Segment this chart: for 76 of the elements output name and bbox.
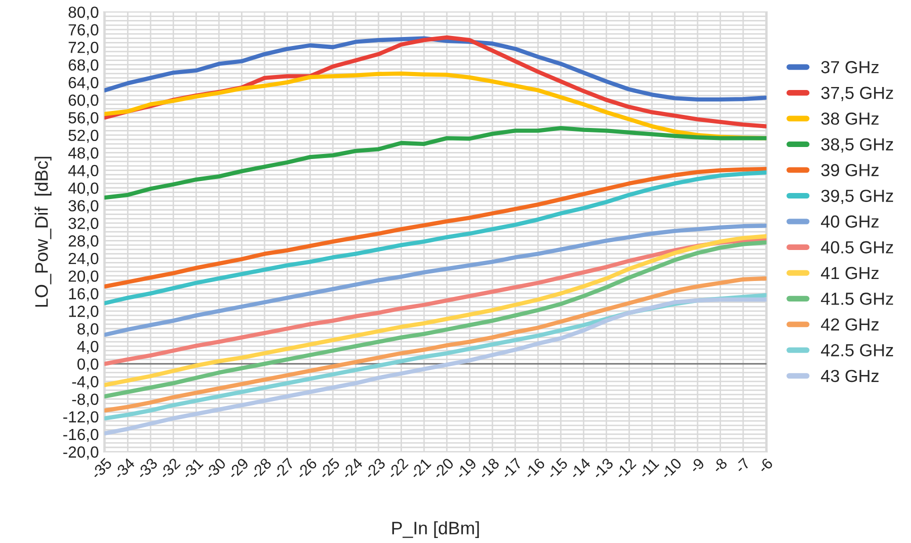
x-tick-label: -9: [688, 457, 705, 474]
x-tick-label: -20: [432, 457, 454, 480]
x-tick-label: -30: [204, 457, 226, 480]
line-series: [104, 224, 768, 337]
x-tick-label: -8: [712, 457, 728, 474]
x-tick-label: -31: [181, 457, 204, 480]
y-tick-label: 52,0: [68, 130, 98, 143]
x-tick-label: -7: [734, 458, 750, 474]
x-tick-label: -10: [660, 457, 682, 480]
y-tick-label: 76,0: [68, 24, 98, 38]
y-tick-label: 56,0: [68, 112, 98, 126]
line-series: [104, 238, 768, 366]
y-tick-label: 80,0: [68, 6, 98, 20]
legend-label: 40.5 GHz: [820, 241, 894, 254]
y-tick-label: 44,0: [68, 164, 98, 178]
y-tick-label: 68,0: [68, 59, 98, 73]
legend-label: 37,5 GHz: [821, 86, 894, 102]
y-tick-label: 8,0: [77, 323, 98, 336]
y-axis-title: LO_Pow_Dif [dBc]: [34, 156, 52, 307]
legend-label: 43 GHz: [820, 370, 879, 382]
y-tick-label: 36,0: [68, 200, 98, 214]
legend-label: 40 GHz: [820, 215, 879, 228]
x-tick-label: -19: [454, 457, 478, 480]
x-tick-label: -24: [340, 457, 364, 480]
x-tick-label: -22: [386, 457, 409, 480]
y-tick-label: 28,0: [68, 235, 98, 248]
y-tick-label: -4,0: [72, 376, 98, 390]
x-tick-label: -34: [112, 457, 136, 480]
x-tick-label: -32: [158, 457, 181, 480]
x-axis-title: P_In [dBm]: [392, 521, 479, 538]
legend-label: 39 GHz: [821, 164, 879, 176]
line-series: [104, 126, 768, 200]
legend-label: 42.5 GHz: [820, 344, 894, 356]
legend-label: 39,5 GHz: [821, 190, 894, 204]
x-tick-label: -14: [568, 457, 592, 480]
y-tick-label: 40,0: [68, 182, 98, 196]
legend-label: 41.5 GHz: [820, 292, 894, 305]
y-tick-label: -12,0: [63, 411, 98, 424]
y-tick-label: 64,0: [68, 76, 98, 90]
x-tick-label: -21: [409, 457, 432, 480]
x-tick-label: -29: [226, 457, 250, 480]
x-tick-label: -23: [364, 457, 386, 480]
y-tick-label: 24,0: [68, 252, 98, 266]
legend-label: 38 GHz: [821, 112, 879, 125]
y-tick-label: 60,0: [68, 94, 98, 108]
x-tick-label: -28: [250, 457, 272, 480]
y-tick-label: 20,0: [68, 270, 98, 284]
y-tick-label: -16,0: [63, 428, 98, 442]
y-tick-label: 72,0: [68, 42, 98, 55]
y-tick-label: 48,0: [68, 147, 98, 161]
x-tick-label: -18: [478, 457, 500, 480]
legend-label: 42 GHz: [820, 318, 879, 331]
x-tick-label: -11: [638, 458, 660, 479]
x-tick-label: -12: [614, 457, 636, 480]
y-tick-label: 4,0: [77, 340, 98, 354]
y-tick-label: -8,0: [72, 394, 98, 407]
x-tick-label: -16: [523, 457, 546, 480]
x-tick-label: -33: [136, 457, 158, 480]
x-tick-label: -27: [272, 457, 295, 480]
line-series: [104, 36, 768, 102]
legend-label: 37 GHz: [821, 61, 879, 74]
x-tick-label: -13: [592, 457, 614, 480]
x-tick-label: -15: [546, 457, 568, 480]
x-tick-label: -17: [500, 458, 523, 480]
y-tick-label: 12,0: [69, 306, 98, 319]
legend-label: 38,5 GHz: [821, 138, 894, 153]
x-tick-label: -25: [318, 457, 340, 480]
y-tick-label: 32,0: [68, 218, 98, 231]
line-series: [104, 276, 768, 413]
x-tick-label: -6: [757, 457, 774, 474]
y-tick-label: 16,0: [69, 288, 98, 302]
legend-label: 41 GHz: [820, 266, 879, 280]
y-tick-label: -20,0: [63, 446, 98, 460]
x-tick-label: -26: [295, 457, 318, 480]
x-tick-label: -35: [90, 457, 112, 480]
y-tick-label: 0,0: [77, 358, 98, 372]
